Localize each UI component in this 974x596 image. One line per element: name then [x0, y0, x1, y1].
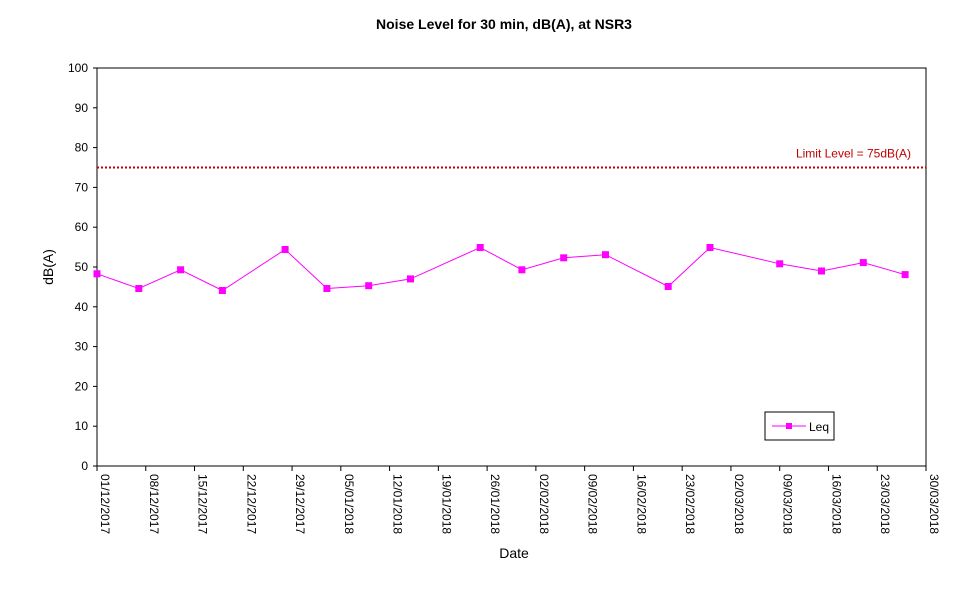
- x-tick-label: 05/01/2018: [342, 474, 356, 534]
- x-tick-label: 09/03/2018: [781, 474, 795, 534]
- x-tick-label: 15/12/2017: [196, 474, 210, 534]
- data-point: [859, 259, 867, 267]
- y-tick-label: 50: [75, 260, 89, 274]
- data-point: [93, 270, 101, 278]
- data-point: [135, 285, 143, 292]
- y-tick-label: 0: [81, 459, 88, 473]
- data-point: [218, 287, 226, 294]
- data-point: [664, 283, 672, 290]
- y-tick-label: 100: [68, 61, 88, 75]
- y-tick-label: 70: [75, 180, 89, 194]
- data-point: [518, 266, 526, 274]
- data-point: [776, 260, 784, 268]
- data-point: [281, 246, 289, 253]
- y-tick-label: 40: [75, 300, 89, 314]
- x-tick-label: 12/01/2018: [391, 474, 405, 534]
- y-tick-label: 10: [75, 419, 89, 433]
- x-tick-label: 01/12/2017: [98, 474, 112, 534]
- x-tick-label: 16/02/2018: [634, 474, 648, 534]
- limit-label: Limit Level = 75dB(A): [796, 147, 911, 161]
- data-point: [323, 285, 331, 292]
- x-tick-label: 02/02/2018: [537, 474, 551, 534]
- x-tick-label: 26/01/2018: [488, 474, 502, 534]
- data-point: [560, 254, 568, 262]
- x-tick-label: 23/03/2018: [878, 474, 892, 534]
- y-tick-label: 20: [75, 379, 89, 393]
- y-tick-label: 30: [75, 340, 89, 354]
- x-tick-label: 22/12/2017: [244, 474, 258, 534]
- chart-title: Noise Level for 30 min, dB(A), at NSR3: [376, 16, 632, 32]
- x-tick-label: 16/03/2018: [829, 474, 843, 534]
- series-leq: [93, 244, 909, 294]
- series-line: [96, 246, 906, 292]
- data-point: [177, 266, 185, 274]
- data-point: [901, 271, 909, 279]
- x-axis: 01/12/2017 08/12/2017 15/12/2017 22/12/2017…: [96, 466, 941, 534]
- x-tick-label: 30/03/2018: [927, 474, 941, 534]
- y-tick-label: 90: [75, 101, 89, 115]
- x-tick-label: 09/02/2018: [586, 474, 600, 534]
- data-point: [818, 267, 825, 275]
- y-axis: 0 10 20 30 40 50 60 70 80 90 100: [68, 61, 97, 473]
- limit-level: Limit Level = 75dB(A): [97, 147, 926, 169]
- x-axis-label: Date: [499, 545, 529, 561]
- legend: Leq: [764, 411, 835, 441]
- data-point: [407, 275, 414, 283]
- data-point: [476, 244, 484, 251]
- y-tick-label: 80: [75, 141, 89, 155]
- x-tick-label: 08/12/2017: [147, 474, 161, 534]
- legend-entry-leq: Leq: [809, 420, 829, 434]
- data-point: [602, 251, 609, 259]
- y-tick-label: 60: [75, 220, 89, 234]
- x-tick-label: 02/03/2018: [732, 474, 746, 534]
- x-tick-label: 23/02/2018: [683, 474, 697, 534]
- x-tick-label: 29/12/2017: [293, 474, 307, 534]
- plot-area: [96, 67, 927, 467]
- y-axis-label: dB(A): [40, 249, 56, 285]
- data-point: [706, 244, 714, 251]
- data-point: [365, 282, 373, 290]
- x-tick-label: 19/01/2018: [439, 474, 453, 534]
- legend-marker: [786, 423, 792, 429]
